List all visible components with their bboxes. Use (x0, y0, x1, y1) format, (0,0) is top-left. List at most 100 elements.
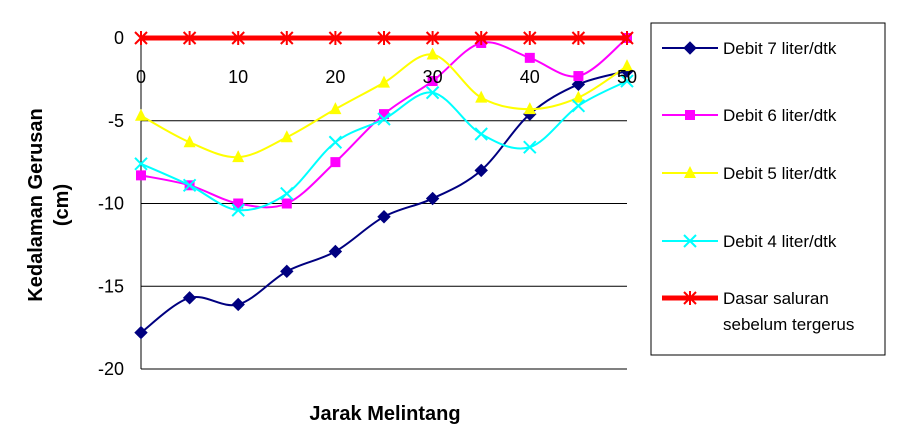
data-point (232, 150, 245, 163)
marker-stroke (683, 234, 697, 248)
legend-label: sebelum tergerus (723, 315, 854, 334)
data-point (426, 47, 439, 60)
data-point (377, 112, 391, 126)
marker-stroke (474, 127, 488, 141)
marker-stroke (523, 140, 537, 154)
data-point (328, 135, 343, 149)
legend-entry-2: Debit 6 liter/dtk (662, 106, 837, 125)
data-point (474, 127, 488, 141)
legend: Debit 7 liter/dtk Debit 6 liter/dtk Debit … (650, 22, 886, 356)
data-point (620, 74, 634, 88)
legend-label: Debit 4 liter/dtk (723, 232, 837, 251)
legend-swatch-marker (685, 110, 695, 120)
legend-label: Debit 6 liter/dtk (723, 106, 837, 125)
y-tick-label: 0 (114, 28, 124, 48)
y-tick-label: -5 (108, 111, 124, 131)
legend-label: Dasar saluran (723, 289, 829, 308)
y-axis-title-line-2: (cm) (51, 184, 73, 226)
y-tick-label: -20 (98, 359, 124, 379)
data-point (134, 31, 148, 45)
marker-stroke (134, 157, 148, 171)
data-point (377, 31, 391, 45)
data-point (329, 102, 342, 115)
legend-swatch-marker (683, 41, 697, 55)
marker-stroke (377, 112, 391, 126)
data-point (425, 31, 440, 45)
data-point (280, 186, 294, 201)
data-point (571, 77, 586, 92)
data-point (134, 157, 148, 171)
axis-titles: Jarak Melintang Kedalaman Gerusan (cm) (25, 108, 461, 425)
data-point (134, 325, 148, 340)
legend-swatch-marker (683, 291, 697, 305)
x-tick-label: 50 (617, 67, 637, 87)
legend-swatch-marker (684, 166, 696, 178)
data-point (231, 31, 245, 45)
data-point (378, 75, 390, 88)
data-point (475, 90, 488, 103)
x-tick-label: 40 (520, 67, 540, 87)
series-5 (134, 31, 634, 45)
marker-stroke (620, 74, 634, 88)
legend-label: Debit 7 liter/dtk (723, 39, 837, 58)
data-point (231, 203, 245, 217)
data-point (523, 31, 537, 45)
series-line (140, 80, 628, 212)
data-point (523, 102, 536, 115)
data-point (524, 52, 535, 63)
legend-entry-4: Debit 4 liter/dtk (662, 232, 837, 251)
x-tick-label: 10 (228, 67, 248, 87)
data-point (330, 157, 341, 168)
series-line (140, 37, 628, 209)
data-point (474, 163, 488, 178)
data-point (182, 291, 197, 305)
data-point (233, 198, 244, 209)
data-point (328, 244, 343, 259)
data-point (573, 71, 584, 82)
data-point (328, 31, 343, 45)
marker-stroke (182, 178, 197, 193)
marker-stroke (328, 135, 343, 149)
data-point (182, 31, 197, 45)
data-point (571, 31, 586, 45)
series-3 (135, 47, 633, 163)
data-point (280, 264, 294, 279)
tick-labels: 0 -5 -10 -15 -20 0 10 20 30 40 50 (98, 28, 637, 379)
series-1 (134, 64, 634, 340)
marker-stroke (571, 99, 586, 113)
data-point (280, 31, 294, 45)
data-point (425, 191, 440, 206)
data-point (620, 31, 634, 45)
y-tick-label: -10 (98, 194, 124, 214)
data-point (425, 85, 440, 100)
data-point (280, 130, 293, 143)
legend-entry-3: Debit 5 liter/dtk (662, 164, 837, 183)
data-point (231, 297, 245, 312)
data-point (571, 99, 586, 113)
series-lines (134, 31, 634, 340)
data-point (136, 170, 146, 181)
marker-stroke (280, 186, 294, 201)
data-point (427, 76, 438, 87)
y-tick-label: -15 (98, 276, 124, 296)
x-tick-label: 0 (136, 67, 146, 87)
data-point (377, 210, 391, 224)
data-point (621, 59, 633, 72)
data-point (474, 31, 488, 45)
x-axis-title: Jarak Melintang (309, 403, 460, 425)
x-tick-label: 30 (423, 67, 443, 87)
x-tick-label: 20 (325, 67, 345, 87)
data-point (135, 108, 147, 121)
legend-swatch-marker (683, 234, 697, 248)
marker-stroke (231, 203, 245, 217)
legend-entry-1: Debit 7 liter/dtk (662, 39, 837, 58)
data-point (572, 90, 585, 103)
legend-entry-5: Dasar saluran sebelum tergerus (662, 289, 854, 334)
y-axis-title-line-1: Kedalaman Gerusan (25, 108, 47, 301)
data-point (183, 135, 196, 148)
marker-stroke (425, 85, 440, 100)
series-4 (134, 74, 634, 217)
data-point (379, 109, 389, 120)
data-point (281, 198, 292, 209)
